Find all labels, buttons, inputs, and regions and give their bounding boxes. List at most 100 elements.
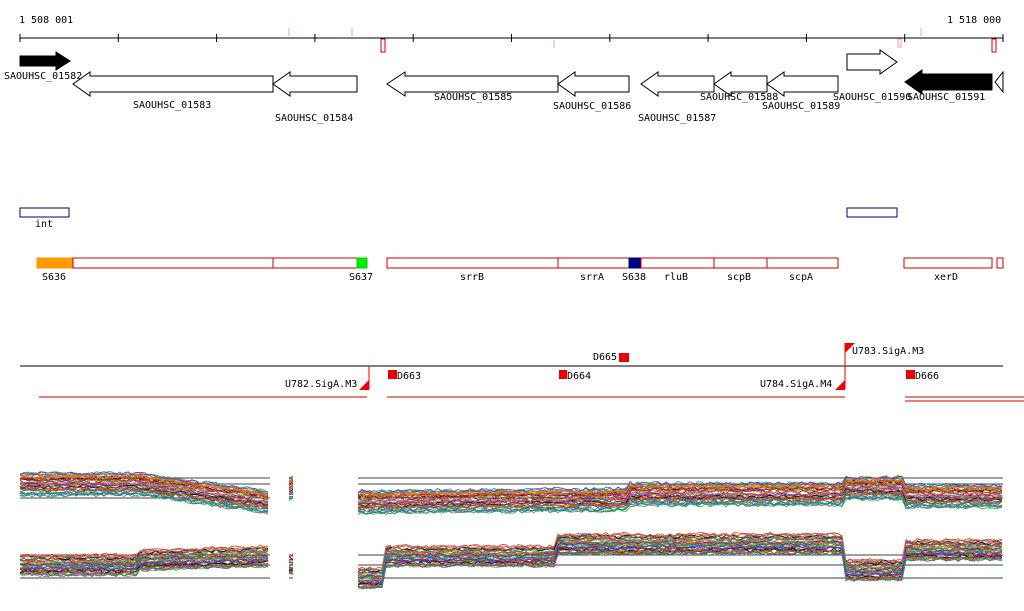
expression-profile-line bbox=[288, 563, 294, 566]
annotation-track: int bbox=[19, 207, 898, 230]
gene-SAOUHSC_01589[interactable]: SAOUHSC_01589 bbox=[762, 71, 840, 112]
ruler-start-label: 1 508 001 bbox=[19, 15, 73, 26]
annotation-int-box[interactable] bbox=[19, 207, 70, 218]
gene-SAOUHSC_01591[interactable]: SAOUHSC_01591 bbox=[904, 69, 1004, 103]
marker-label: D664 bbox=[567, 371, 591, 382]
gene-arrow[interactable] bbox=[386, 71, 559, 97]
segment-box[interactable] bbox=[72, 257, 274, 269]
segment-scpA[interactable] bbox=[766, 257, 839, 269]
marker-block[interactable] bbox=[906, 370, 915, 379]
gene-label: SAOUHSC_01583 bbox=[133, 100, 211, 111]
marker-block[interactable] bbox=[619, 353, 629, 362]
segment-rluB[interactable] bbox=[640, 257, 715, 269]
annotation-int-label: int bbox=[35, 219, 53, 230]
gene-SAOUHSC_01584[interactable]: SAOUHSC_01584 bbox=[272, 71, 358, 124]
expression-profile-line bbox=[288, 556, 294, 560]
segment-label: xerD bbox=[934, 272, 958, 283]
marker-D664[interactable]: D664 bbox=[559, 370, 591, 382]
expression-profile-line bbox=[19, 560, 269, 574]
ruler-end-label: 1 518 000 bbox=[947, 15, 1001, 26]
gene-label: SAOUHSC_01590 bbox=[833, 92, 911, 103]
gene-arrow[interactable] bbox=[19, 51, 71, 71]
expression-profile-line bbox=[357, 476, 1003, 495]
marker-D665[interactable]: D665 bbox=[593, 352, 629, 363]
expression-profile-line bbox=[19, 557, 269, 571]
expression-profile-line bbox=[288, 492, 294, 495]
gene-arrow[interactable] bbox=[713, 71, 768, 97]
annotation-int-box-2[interactable] bbox=[846, 207, 898, 218]
marker-U784[interactable]: U784.SigA.M4 bbox=[760, 366, 846, 390]
segment-scpB[interactable] bbox=[713, 257, 768, 269]
expression-profile-line bbox=[288, 567, 294, 570]
gene-arrow[interactable] bbox=[640, 71, 715, 97]
segment-label: srrA bbox=[580, 272, 604, 283]
expression-profile-line bbox=[357, 492, 1003, 511]
ruler-region-box bbox=[897, 38, 902, 48]
expression-profile-line bbox=[19, 484, 269, 505]
gene-SAOUHSC_01585[interactable]: SAOUHSC_01585 bbox=[386, 71, 559, 103]
gene-label: SAOUHSC_01584 bbox=[275, 113, 353, 124]
gene-SAOUHSC_01583[interactable]: SAOUHSC_01583 bbox=[72, 71, 274, 111]
gene-SAOUHSC_01587[interactable]: SAOUHSC_01587 bbox=[638, 71, 716, 124]
coordinate-ruler: 1 508 001 1 518 000 bbox=[19, 15, 1004, 53]
gene-arrow[interactable] bbox=[904, 69, 993, 95]
segment-S637[interactable] bbox=[356, 257, 368, 269]
marker-D663[interactable]: D663 bbox=[388, 370, 421, 382]
gene-arrow[interactable] bbox=[846, 49, 898, 75]
marker-block[interactable] bbox=[388, 370, 397, 379]
expression-profile-line bbox=[288, 483, 294, 487]
segment-label: scpA bbox=[789, 272, 813, 283]
gene-arrow[interactable] bbox=[72, 71, 274, 97]
gene-label: SAOUHSC_01582 bbox=[4, 71, 82, 82]
marker-U783[interactable]: U783.SigA.M3 bbox=[844, 343, 924, 366]
expression-profile-line bbox=[19, 475, 269, 497]
gene-label: SAOUHSC_01588 bbox=[700, 92, 778, 103]
expression-profile-line bbox=[357, 496, 1003, 515]
segment-label: S637 bbox=[349, 272, 373, 283]
marker-flag[interactable] bbox=[835, 380, 845, 390]
gene-arrow[interactable] bbox=[557, 71, 630, 97]
expression-profile-line bbox=[357, 485, 1003, 504]
expression-profile-line bbox=[19, 564, 269, 578]
gene-arrow[interactable] bbox=[766, 71, 839, 97]
segment-box[interactable] bbox=[996, 257, 1004, 269]
expression-profile-line bbox=[19, 471, 269, 493]
segment-xerD[interactable] bbox=[903, 257, 993, 269]
expression-profile-line bbox=[357, 532, 1003, 571]
expression-profile-line bbox=[19, 481, 269, 504]
ruler-region-box bbox=[991, 38, 997, 53]
expression-profile-line bbox=[357, 550, 1003, 590]
marker-U782[interactable]: U782.SigA.M3 bbox=[285, 366, 370, 390]
gene-SAOUHSC_01588[interactable]: SAOUHSC_01588 bbox=[700, 71, 778, 103]
expression-profile-line bbox=[357, 549, 1003, 589]
gene-arrow[interactable] bbox=[272, 71, 358, 97]
segment-box[interactable] bbox=[272, 257, 358, 269]
marker-flag[interactable] bbox=[845, 343, 855, 353]
expression-profile-line bbox=[288, 561, 294, 564]
expression-profile-line bbox=[288, 475, 294, 479]
marker-label: D666 bbox=[915, 371, 939, 382]
expression-profile-line bbox=[19, 491, 269, 512]
segment-S638[interactable] bbox=[628, 257, 642, 269]
expression-profile-line bbox=[357, 475, 1003, 494]
marker-flag[interactable] bbox=[359, 380, 369, 390]
segment-label: S636 bbox=[42, 272, 66, 283]
expression-profile-line bbox=[19, 475, 269, 496]
segment-srrB[interactable] bbox=[386, 257, 559, 269]
expression-profile-line bbox=[19, 485, 269, 507]
marker-label: U784.SigA.M4 bbox=[760, 379, 832, 390]
gene-arrow-partial bbox=[994, 70, 1004, 94]
gene-SAOUHSC_01582[interactable]: SAOUHSC_01582 bbox=[4, 51, 82, 82]
segment-label: srrB bbox=[460, 272, 484, 283]
marker-label: D663 bbox=[397, 371, 421, 382]
gene-SAOUHSC_01586[interactable]: SAOUHSC_01586 bbox=[553, 71, 631, 112]
segment-srrA[interactable] bbox=[557, 257, 630, 269]
segment-S636[interactable] bbox=[36, 257, 74, 269]
gene-SAOUHSC_01590[interactable]: SAOUHSC_01590 bbox=[833, 49, 911, 103]
expression-profile-line bbox=[288, 559, 294, 561]
expression-tracks bbox=[19, 471, 1003, 590]
expression-profile-line bbox=[357, 547, 1003, 586]
marker-D666[interactable]: D666 bbox=[906, 370, 939, 382]
marker-block[interactable] bbox=[559, 370, 567, 379]
expression-profile-line bbox=[288, 565, 294, 569]
